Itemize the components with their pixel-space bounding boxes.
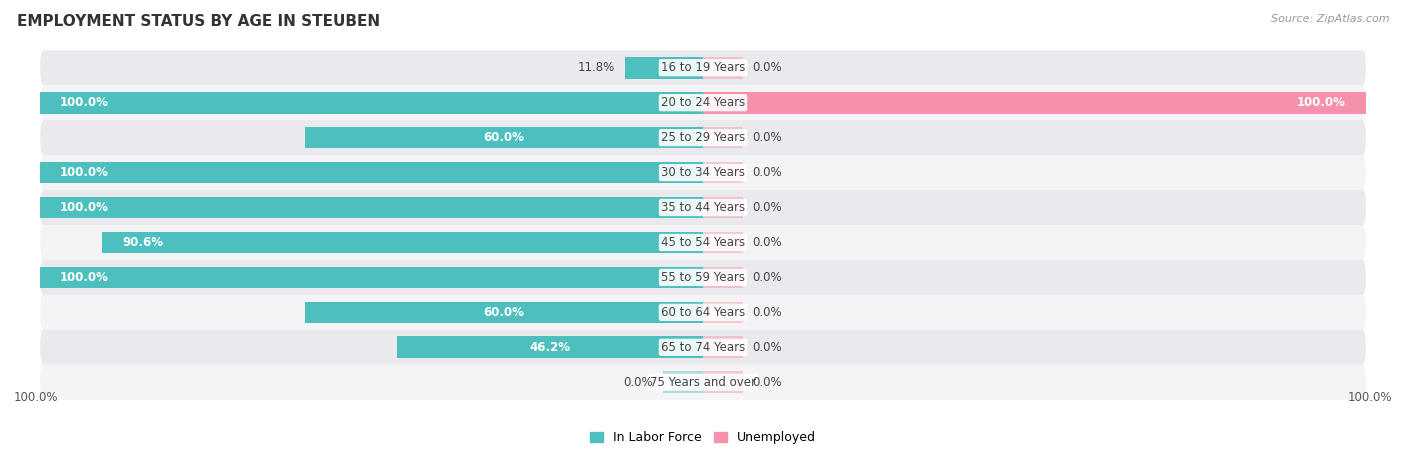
Bar <box>624 57 703 79</box>
FancyBboxPatch shape <box>41 155 1365 190</box>
Bar <box>703 302 742 323</box>
FancyBboxPatch shape <box>41 330 1365 365</box>
Bar <box>103 232 703 253</box>
Text: 30 to 34 Years: 30 to 34 Years <box>661 166 745 179</box>
Bar <box>703 162 742 184</box>
Bar <box>305 302 703 323</box>
Text: 60.0%: 60.0% <box>484 306 524 319</box>
Bar <box>703 371 742 393</box>
Bar <box>41 197 703 218</box>
Text: 100.0%: 100.0% <box>14 391 58 404</box>
Bar <box>703 57 742 79</box>
Text: 100.0%: 100.0% <box>1348 391 1392 404</box>
Text: 65 to 74 Years: 65 to 74 Years <box>661 341 745 354</box>
Text: 60 to 64 Years: 60 to 64 Years <box>661 306 745 319</box>
FancyBboxPatch shape <box>41 225 1365 260</box>
Text: 0.0%: 0.0% <box>752 306 782 319</box>
Text: 55 to 59 Years: 55 to 59 Years <box>661 271 745 284</box>
Bar <box>41 92 703 113</box>
Bar <box>41 162 703 184</box>
Text: 11.8%: 11.8% <box>578 61 614 74</box>
Text: 100.0%: 100.0% <box>60 166 108 179</box>
Text: 0.0%: 0.0% <box>624 376 654 389</box>
Text: 100.0%: 100.0% <box>60 96 108 109</box>
Text: 0.0%: 0.0% <box>752 236 782 249</box>
FancyBboxPatch shape <box>41 120 1365 155</box>
Bar <box>396 337 703 358</box>
Text: 35 to 44 Years: 35 to 44 Years <box>661 201 745 214</box>
Text: 100.0%: 100.0% <box>1298 96 1346 109</box>
Text: 0.0%: 0.0% <box>752 131 782 144</box>
Text: 60.0%: 60.0% <box>484 131 524 144</box>
Bar <box>703 92 1365 113</box>
FancyBboxPatch shape <box>41 260 1365 295</box>
FancyBboxPatch shape <box>41 85 1365 120</box>
Text: 16 to 19 Years: 16 to 19 Years <box>661 61 745 74</box>
FancyBboxPatch shape <box>41 365 1365 400</box>
Text: 100.0%: 100.0% <box>60 201 108 214</box>
Bar <box>703 266 742 288</box>
FancyBboxPatch shape <box>41 50 1365 85</box>
FancyBboxPatch shape <box>41 295 1365 330</box>
Text: 90.6%: 90.6% <box>122 236 163 249</box>
Text: Source: ZipAtlas.com: Source: ZipAtlas.com <box>1271 14 1389 23</box>
Text: 0.0%: 0.0% <box>752 271 782 284</box>
Text: 46.2%: 46.2% <box>530 341 571 354</box>
Text: 0.0%: 0.0% <box>752 61 782 74</box>
Bar <box>41 266 703 288</box>
Text: 0.0%: 0.0% <box>752 201 782 214</box>
Legend: In Labor Force, Unemployed: In Labor Force, Unemployed <box>585 426 821 449</box>
Bar <box>703 232 742 253</box>
Bar <box>703 127 742 148</box>
Text: EMPLOYMENT STATUS BY AGE IN STEUBEN: EMPLOYMENT STATUS BY AGE IN STEUBEN <box>17 14 380 28</box>
FancyBboxPatch shape <box>41 190 1365 225</box>
Text: 25 to 29 Years: 25 to 29 Years <box>661 131 745 144</box>
Text: 0.0%: 0.0% <box>752 376 782 389</box>
Text: 0.0%: 0.0% <box>752 166 782 179</box>
Text: 45 to 54 Years: 45 to 54 Years <box>661 236 745 249</box>
Text: 75 Years and over: 75 Years and over <box>650 376 756 389</box>
Text: 0.0%: 0.0% <box>752 341 782 354</box>
Bar <box>703 337 742 358</box>
Bar <box>664 371 703 393</box>
Bar <box>703 197 742 218</box>
Text: 100.0%: 100.0% <box>60 271 108 284</box>
Text: 20 to 24 Years: 20 to 24 Years <box>661 96 745 109</box>
Bar <box>305 127 703 148</box>
